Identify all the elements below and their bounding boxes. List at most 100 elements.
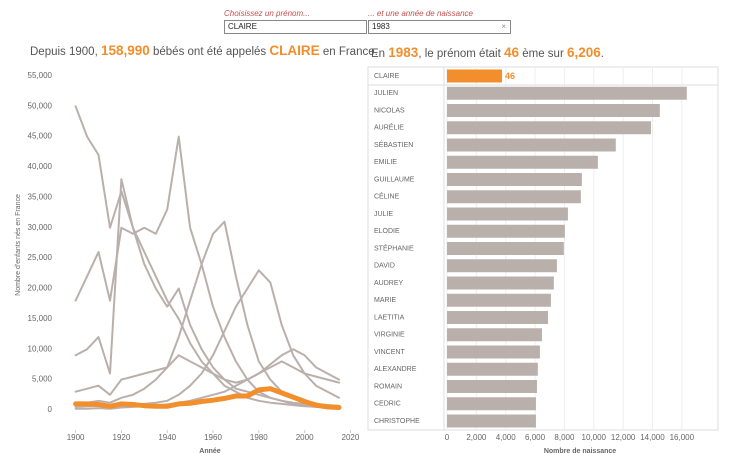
x-tick-label: 4,000 [496,433,517,442]
bar [447,69,503,83]
bar [447,276,554,290]
category-label: VINCENT [374,349,405,356]
category-label: JULIE [374,211,393,218]
y-tick-label: 0 [48,405,53,414]
headline-right: En 1983, le prénom était 46 ème sur 6,20… [371,45,604,60]
clear-button[interactable]: × [501,22,506,31]
text: , le prénom était [418,48,501,60]
text: . [600,48,604,60]
text: En [371,48,386,60]
category-label: DAVID [374,263,395,270]
year-filter: ... et une année de naissance 1983 × [368,9,511,34]
year-value: 1983 [372,22,390,31]
highlight: 6,206 [566,45,601,60]
y-tick-label: 40,000 [28,162,53,171]
x-tick-label: 2000 [296,433,314,442]
x-tick-label: 0 [445,433,450,442]
highlight: 1983 [388,45,419,60]
x-tick-label: 16,000 [670,433,695,442]
text: en France. [322,46,378,58]
x-tick-label: 8,000 [554,433,575,442]
bar [447,138,616,152]
bar [447,242,564,255]
y-tick-label: 50,000 [28,101,53,110]
category-label: CEDRIC [374,401,401,408]
category-label: EMILIE [374,159,397,166]
bar [447,380,537,393]
highlight: 158,990 [100,43,150,58]
x-tick-label: 12,000 [611,433,636,442]
bar [447,207,568,221]
text: bébés ont été appelés [153,46,267,58]
bar [447,345,540,359]
category-label: NICOLAS [374,107,405,114]
x-tick-label: 10,000 [582,433,607,442]
category-label: CLAIRE [374,73,400,80]
year-input[interactable]: 1983 × [368,20,511,34]
headline-left: Depuis 1900, 158,990 bébés ont été appel… [30,43,378,58]
x-tick-label: 6,000 [525,433,546,442]
category-label: AUDREY [374,280,404,287]
series-line [73,386,342,410]
bar [447,293,551,307]
x-tick-label: 14,000 [640,433,665,442]
bar [447,224,565,238]
highlight: CLAIRE [269,43,320,58]
name-filter: Choisissez un prénom... CLAIRE [224,9,367,34]
category-label: SÉBASTIEN [374,140,413,149]
y-tick-label: 30,000 [28,223,53,232]
x-axis-title: Nombre de naissance [544,448,616,454]
x-tick-label: 2020 [342,433,360,442]
y-tick-label: 35,000 [28,192,53,201]
category-label: VIRGINIE [374,332,405,339]
y-tick-label: 45,000 [28,132,53,141]
category-label: STÉPHANIE [374,243,414,252]
x-tick-label: 1940 [158,433,176,442]
series-line [74,348,340,396]
category-label: ELODIE [374,228,400,235]
category-label: CÉLINE [374,192,400,201]
bar [447,86,687,100]
bar [447,259,557,273]
x-tick-label: 1920 [113,433,131,442]
text: ème sur [522,48,564,60]
category-label: ALEXANDRE [374,366,417,373]
bar [447,173,582,186]
bar [447,155,598,169]
y-tick-label: 5,000 [32,375,53,384]
series-line [74,178,340,410]
category-label: GUILLAUME [374,176,415,183]
highlight: 46 [504,45,520,60]
bar [447,121,652,135]
category-label: CHRISTOPHE [374,418,420,425]
filter-label: ... et une année de naissance [368,9,473,18]
x-tick-label: 2,000 [466,433,487,442]
bar [447,190,581,204]
bar [447,311,548,324]
bar [447,362,538,376]
bar [447,397,536,411]
category-label: MARIE [374,297,397,304]
x-tick-label: 1900 [67,433,85,442]
name-input[interactable]: CLAIRE [224,20,367,34]
bar [447,328,542,342]
bar [447,104,660,117]
y-tick-label: 20,000 [28,284,53,293]
category-label: AURÉLIE [374,123,404,132]
series-line [74,135,340,409]
rank-label: 46 [505,71,515,81]
y-tick-label: 10,000 [28,344,53,353]
series-line [74,220,340,408]
bar-panel [367,66,719,431]
category-label: ROMAIN [374,383,402,390]
x-axis-title: Année [199,448,221,454]
x-tick-label: 1980 [250,433,268,442]
text: Depuis 1900, [30,46,98,58]
series-line [74,360,340,410]
y-tick-label: 15,000 [28,314,53,323]
y-tick-label: 55,000 [28,71,53,80]
category-label: LAETITIA [374,314,405,321]
bar [447,414,536,428]
